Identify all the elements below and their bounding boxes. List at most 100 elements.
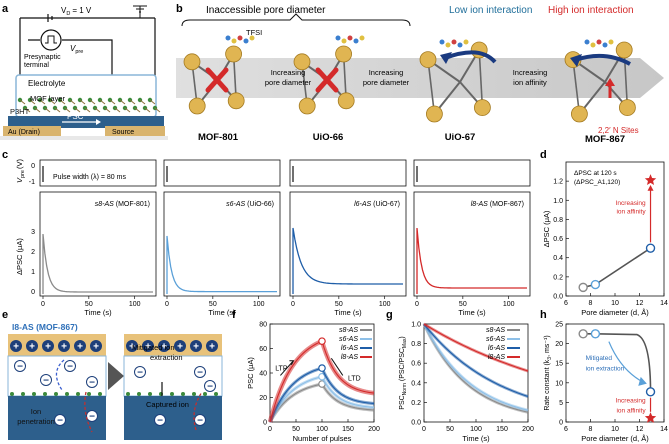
y-axis-label: PSCNorm (PSC/PSCMax) (399, 336, 408, 409)
panel-g: g 0 50 100 150 200 0.0 0.2 0.4 0.6 0.8 1.0 Time (s)… (386, 309, 534, 443)
x-tick-label: 200 (522, 426, 534, 433)
linker (572, 59, 581, 115)
electrolyte-label: Electrolyte (28, 79, 66, 88)
tfsi-atom (590, 42, 596, 48)
legend-label: s6-AS (339, 336, 358, 343)
tfsi-atom (231, 38, 237, 44)
annotation: ion extraction (586, 365, 625, 372)
data-point (590, 329, 601, 339)
mof-link (44, 107, 51, 113)
y-tick-label: 25 (555, 322, 563, 329)
y-tick-label: 0 (559, 420, 563, 427)
curved-arrow-icon (444, 50, 497, 64)
mof-link (119, 99, 126, 105)
series-line (423, 323, 529, 372)
legend-label: s6-AS (486, 336, 505, 343)
mof-link (74, 107, 81, 113)
mof-link (99, 99, 106, 105)
low-interaction-title: Low ion interaction (449, 5, 532, 16)
p3ht-label: P3HT (10, 107, 30, 116)
arrowhead-icon (289, 360, 295, 365)
chart-title: ΔPSC at 120 s (574, 170, 617, 177)
y-tick-label: 0.4 (553, 255, 563, 262)
source-electrode (105, 126, 165, 136)
arrowhead-icon (638, 376, 647, 386)
mitigated-1: Mitigated ion (132, 343, 175, 352)
mof-node (98, 392, 102, 396)
tfsi-atom (237, 35, 243, 41)
arrowhead-icon (647, 184, 654, 191)
mof-layer-label: MOF layer (30, 94, 66, 103)
p3ht-right (124, 396, 222, 440)
ion-sign: + (61, 342, 67, 353)
cation-icon (158, 340, 170, 352)
zr-cluster (227, 92, 245, 110)
panel-e-title: l8-AS (MOF-867) (12, 322, 78, 332)
high-interaction-title: High ion interaction (548, 5, 634, 16)
ltd-arrow (330, 358, 344, 376)
mof-node (10, 392, 14, 396)
y-tick-label: 0.6 (553, 236, 563, 243)
cation-icon (206, 340, 218, 352)
tfsi-atom (608, 39, 614, 45)
anion-icon (194, 366, 206, 378)
y-tick-label: 1.2 (553, 179, 563, 186)
panel-letter-d: d (540, 149, 547, 161)
mof-link (49, 99, 56, 105)
ion-sign: + (209, 342, 215, 353)
x-tick-label: 100 (379, 301, 391, 308)
y-tick-label: 0.8 (553, 217, 563, 224)
dpsc-frame (413, 191, 531, 297)
ion-sign: − (207, 382, 213, 393)
cation-icon (58, 340, 70, 352)
mof-link (104, 107, 111, 113)
vpre-label: Vpre (70, 44, 83, 55)
vpre-axis-label: Vpre(V) (15, 159, 26, 183)
ion-sign: + (45, 342, 51, 353)
ion-sign: + (145, 342, 151, 353)
mof-link (139, 99, 146, 105)
data-point (590, 279, 601, 290)
legend-label: l8-AS (341, 354, 358, 361)
dashed-arrow (84, 391, 93, 433)
blocked-x-icon (315, 67, 339, 93)
dpsc-frame (163, 191, 281, 297)
y-tick-label: 15 (555, 361, 563, 368)
y-tick-label: 0.6 (411, 361, 421, 368)
mof-link (94, 107, 101, 113)
y-tick-label: 0.8 (411, 341, 421, 348)
y-tick-label: 10 (555, 380, 563, 387)
x-tick-label: 0 (268, 426, 272, 433)
x-tick-label: 10 (611, 426, 619, 433)
zr-cluster (293, 53, 311, 71)
x-axis-label: Time (s) (458, 308, 486, 317)
x-tick-label: 50 (459, 301, 467, 308)
dpsc-panel-label: s8-AS (MOF-801) (95, 201, 150, 208)
mof-link (79, 99, 86, 105)
tfsi-atom (463, 39, 469, 45)
y-tick-label: 60 (259, 346, 267, 353)
x-axis-label: Time (s) (208, 308, 236, 317)
panel-d: d 6 8 10 12 14 0.0 0.2 0.4 0.6 0.8 1.0 1.2 Pore diam… (540, 149, 668, 317)
legend-label: s8-AS (486, 327, 505, 334)
linker (478, 49, 484, 108)
tfsi-atom (243, 38, 249, 44)
ion-sign: − (89, 378, 95, 389)
mof-node (126, 392, 130, 396)
dpsc-frame (39, 191, 157, 297)
mof-link (154, 107, 161, 113)
panel-e: e l8-AS (MOF-867) + + + + + +−−−−− − Ion penet… (2, 309, 223, 440)
x-tick-label: 8 (589, 300, 593, 307)
star-marker (644, 412, 657, 423)
mof-node (87, 392, 91, 396)
tfsi-atom (359, 35, 365, 41)
x-tick-label: 8 (589, 426, 593, 433)
vpre-tick-1: -1 (29, 179, 35, 186)
ion-sign: + (93, 342, 99, 353)
zr-cluster (188, 97, 206, 115)
mof-link (109, 99, 116, 105)
arrow1-line2: pore diameter (265, 78, 312, 87)
zr-cluster (615, 41, 633, 59)
x-axis-label: Time (s) (334, 308, 362, 317)
x-tick-label: 14 (660, 426, 668, 433)
